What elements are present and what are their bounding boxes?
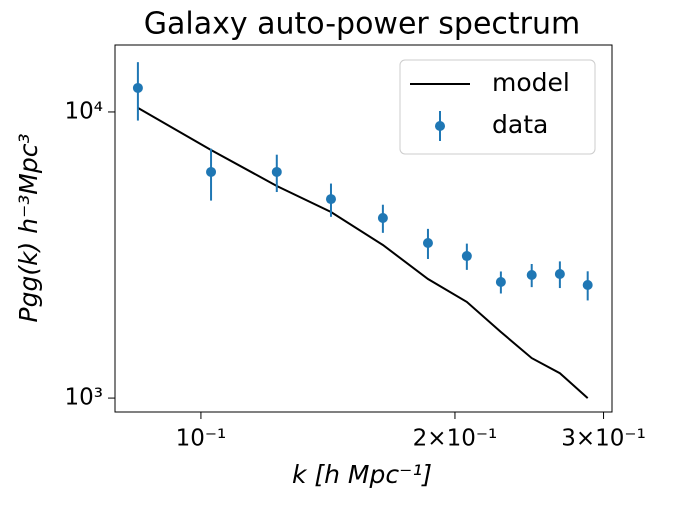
data-point: [422, 238, 433, 249]
data-point: [495, 277, 506, 288]
data-point: [582, 280, 593, 291]
data-point: [271, 166, 282, 177]
x-tick-label: 2×10⁻¹: [413, 426, 498, 452]
data-point: [206, 166, 217, 177]
legend-marker: [435, 121, 445, 131]
legend-label: data: [492, 110, 548, 139]
x-tick-label: 10⁻¹: [176, 426, 227, 452]
plot-frame: [114, 44, 613, 413]
model-line: [137, 107, 589, 399]
y-tick-label: 10⁴: [65, 98, 104, 124]
data-point: [132, 82, 143, 93]
x-tick-label: 3×10⁻¹: [561, 426, 646, 452]
legend-label: model: [492, 68, 570, 97]
chart-title: Galaxy auto-power spectrum: [144, 7, 581, 42]
data-point: [461, 251, 472, 262]
data-point: [554, 269, 565, 280]
x-axis-label: k [h Mpc⁻¹]: [292, 460, 432, 489]
data-point: [325, 194, 336, 205]
data-point: [377, 212, 388, 223]
y-axis-label: Pgg(k) h⁻³Mpc³: [14, 133, 43, 322]
data-point: [526, 270, 537, 281]
y-tick-label: 10³: [65, 385, 104, 411]
